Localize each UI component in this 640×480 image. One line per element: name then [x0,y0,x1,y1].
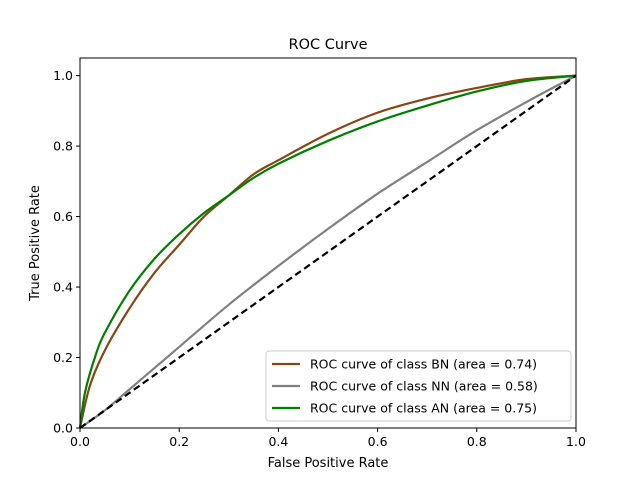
x-axis-ticks: 0.0 0.2 0.4 0.6 0.8 1.0 [70,428,586,449]
chart-title: ROC Curve [289,37,368,53]
x-tick-label: 0.2 [169,434,189,449]
legend-label: ROC curve of class NN (area = 0.58) [310,379,538,394]
x-tick-label: 0.8 [467,434,487,449]
x-tick-label: 0.0 [70,434,90,449]
legend-label: ROC curve of class AN (area = 0.75) [310,401,537,416]
y-tick-label: 0.4 [53,280,73,295]
roc-series-line-2 [78,74,577,429]
y-axis-ticks: 0.0 0.2 0.4 0.6 0.8 1.0 [53,68,80,436]
legend: ROC curve of class BN (area = 0.74) ROC c… [265,350,572,422]
y-tick-label: 0.8 [53,139,73,154]
x-tick-label: 0.4 [268,434,288,449]
legend-label: ROC curve of class BN (area = 0.74) [310,357,537,372]
x-axis-label: False Positive Rate [268,456,389,471]
x-tick-label: 1.0 [566,434,586,449]
roc-series-line-0 [78,74,577,429]
y-axis-label: True Positive Rate [28,185,43,302]
roc-series-line-1 [79,74,577,429]
x-tick-label: 0.6 [368,434,388,449]
y-tick-label: 1.0 [53,68,73,83]
chance-diagonal-line [79,74,577,429]
y-tick-label: 0.0 [53,421,73,436]
y-tick-label: 0.2 [53,350,73,365]
legend-box [265,350,572,422]
series-layer [78,74,577,429]
y-tick-label: 0.6 [53,209,73,224]
legend-items: ROC curve of class BN (area = 0.74) ROC c… [272,357,538,416]
plot-frame [79,57,577,429]
